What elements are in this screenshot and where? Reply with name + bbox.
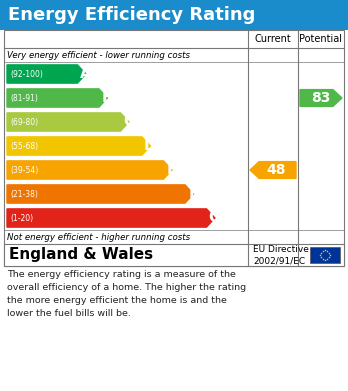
Text: Not energy efficient - higher running costs: Not energy efficient - higher running co… xyxy=(7,233,190,242)
Polygon shape xyxy=(7,89,108,107)
Text: (1-20): (1-20) xyxy=(10,213,33,222)
Text: (55-68): (55-68) xyxy=(10,142,38,151)
Text: (21-38): (21-38) xyxy=(10,190,38,199)
Polygon shape xyxy=(250,161,296,178)
Polygon shape xyxy=(7,209,215,227)
Text: Current: Current xyxy=(255,34,291,44)
Text: Energy Efficiency Rating: Energy Efficiency Rating xyxy=(8,6,255,24)
Text: G: G xyxy=(209,210,221,226)
Text: 48: 48 xyxy=(266,163,285,177)
Text: B: B xyxy=(102,90,113,106)
Text: The energy efficiency rating is a measure of the
overall efficiency of a home. T: The energy efficiency rating is a measur… xyxy=(7,270,246,317)
Bar xyxy=(310,247,340,263)
Text: (92-100): (92-100) xyxy=(10,70,43,79)
Text: (81-91): (81-91) xyxy=(10,93,38,102)
Text: E: E xyxy=(167,163,177,178)
Polygon shape xyxy=(7,161,172,179)
Bar xyxy=(4,244,344,266)
Polygon shape xyxy=(300,90,342,106)
Text: England & Wales: England & Wales xyxy=(9,248,153,262)
Bar xyxy=(4,30,344,266)
Text: (39-54): (39-54) xyxy=(10,165,38,174)
Text: A: A xyxy=(80,66,92,81)
Text: Potential: Potential xyxy=(300,34,342,44)
Text: D: D xyxy=(144,138,157,154)
Polygon shape xyxy=(7,185,193,203)
Text: Very energy efficient - lower running costs: Very energy efficient - lower running co… xyxy=(7,50,190,59)
Polygon shape xyxy=(7,137,150,155)
Text: F: F xyxy=(188,187,199,201)
Text: C: C xyxy=(123,115,134,129)
Text: EU Directive
2002/91/EC: EU Directive 2002/91/EC xyxy=(253,245,309,265)
Polygon shape xyxy=(7,113,129,131)
Polygon shape xyxy=(7,65,86,83)
Bar xyxy=(0,0,348,30)
Text: 83: 83 xyxy=(311,91,331,105)
Text: (69-80): (69-80) xyxy=(10,118,38,127)
